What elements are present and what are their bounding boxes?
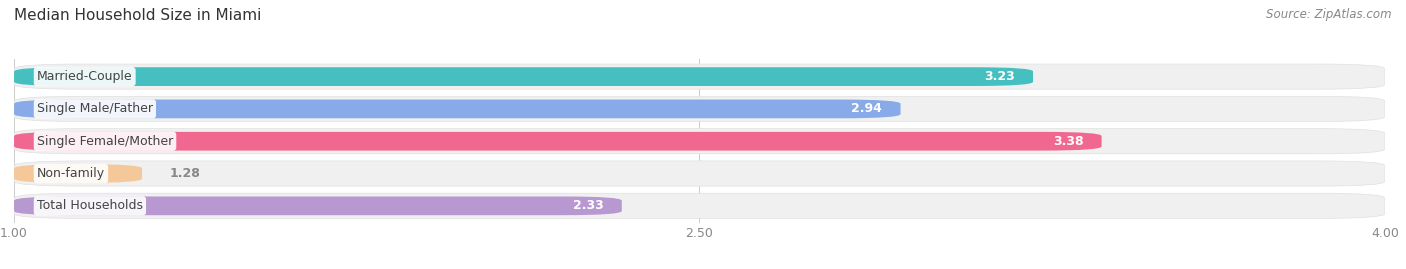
- Text: 2.33: 2.33: [572, 199, 603, 212]
- Text: Married-Couple: Married-Couple: [37, 70, 132, 83]
- Text: Single Male/Father: Single Male/Father: [37, 102, 153, 115]
- Text: 3.38: 3.38: [1053, 135, 1084, 148]
- Text: Source: ZipAtlas.com: Source: ZipAtlas.com: [1267, 8, 1392, 21]
- Text: 1.28: 1.28: [170, 167, 200, 180]
- FancyBboxPatch shape: [14, 129, 1385, 154]
- FancyBboxPatch shape: [14, 196, 621, 215]
- FancyBboxPatch shape: [14, 193, 1385, 218]
- Text: Single Female/Mother: Single Female/Mother: [37, 135, 173, 148]
- Text: Total Households: Total Households: [37, 199, 143, 212]
- FancyBboxPatch shape: [14, 132, 1102, 151]
- FancyBboxPatch shape: [14, 164, 142, 183]
- Text: Median Household Size in Miami: Median Household Size in Miami: [14, 8, 262, 23]
- FancyBboxPatch shape: [14, 96, 1385, 122]
- Text: Non-family: Non-family: [37, 167, 105, 180]
- Text: 3.23: 3.23: [984, 70, 1015, 83]
- FancyBboxPatch shape: [14, 64, 1385, 89]
- FancyBboxPatch shape: [14, 161, 1385, 186]
- Text: 2.94: 2.94: [852, 102, 883, 115]
- FancyBboxPatch shape: [14, 100, 901, 118]
- FancyBboxPatch shape: [14, 67, 1033, 86]
